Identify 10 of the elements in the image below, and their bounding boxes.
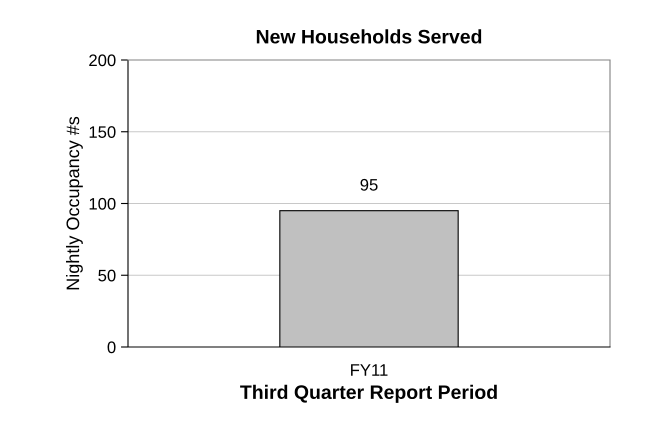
- y-axis-title: Nightly Occupancy #s: [66, 116, 83, 290]
- chart-title: New Households Served: [256, 29, 482, 44]
- y-tick-label: 0: [108, 341, 116, 354]
- y-tick-label: 200: [89, 54, 116, 66]
- y-tick-label: 100: [90, 198, 116, 210]
- y-tick-label: 50: [98, 270, 116, 282]
- y-tick-label: 150: [90, 126, 116, 138]
- data-label: 95: [360, 178, 378, 191]
- x-axis-title: Third Quarter Report Period: [240, 384, 497, 403]
- x-tick-label: FY11: [351, 364, 388, 376]
